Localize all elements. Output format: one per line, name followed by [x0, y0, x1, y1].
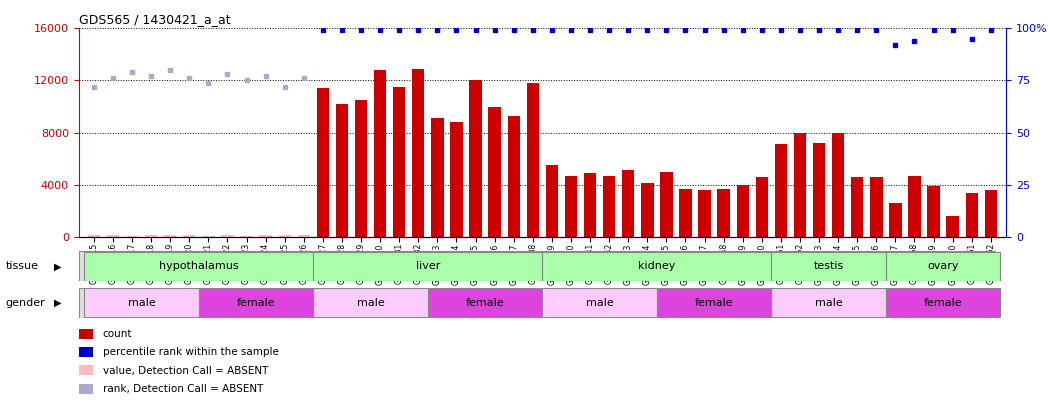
Bar: [641, 183, 654, 237]
Bar: [316, 88, 329, 237]
Bar: [199, 288, 313, 318]
Bar: [927, 186, 940, 237]
Bar: [298, 235, 310, 237]
Bar: [737, 185, 749, 237]
Bar: [946, 216, 959, 237]
Text: value, Detection Call = ABSENT: value, Detection Call = ABSENT: [103, 366, 268, 375]
Bar: [771, 252, 886, 281]
Bar: [507, 116, 520, 237]
Bar: [813, 143, 825, 237]
Bar: [657, 288, 771, 318]
Text: rank, Detection Call = ABSENT: rank, Detection Call = ABSENT: [103, 384, 263, 394]
Text: testis: testis: [813, 261, 844, 271]
Text: kidney: kidney: [638, 261, 676, 271]
Text: female: female: [465, 298, 504, 308]
Bar: [260, 235, 271, 237]
Bar: [965, 193, 978, 237]
Bar: [985, 190, 997, 237]
Bar: [107, 235, 119, 237]
Bar: [526, 83, 539, 237]
Bar: [488, 107, 501, 237]
Bar: [428, 288, 543, 318]
Bar: [313, 288, 428, 318]
Bar: [774, 144, 787, 237]
Text: male: male: [586, 298, 613, 308]
Bar: [202, 236, 215, 237]
Bar: [718, 189, 729, 237]
Bar: [431, 118, 443, 237]
Bar: [886, 288, 1001, 318]
Bar: [886, 252, 1001, 281]
Bar: [221, 235, 234, 237]
Bar: [851, 177, 864, 237]
Text: count: count: [103, 329, 132, 339]
Bar: [84, 252, 313, 281]
Bar: [543, 252, 771, 281]
Bar: [584, 173, 596, 237]
Bar: [88, 235, 100, 237]
Bar: [623, 171, 634, 237]
Text: hypothalamus: hypothalamus: [159, 261, 239, 271]
Bar: [771, 288, 886, 318]
Text: female: female: [237, 298, 276, 308]
Bar: [240, 236, 253, 237]
Text: liver: liver: [416, 261, 440, 271]
Text: tissue: tissue: [5, 261, 38, 271]
Bar: [889, 203, 901, 237]
Bar: [451, 122, 462, 237]
Text: percentile rank within the sample: percentile rank within the sample: [103, 347, 279, 357]
Bar: [832, 133, 845, 237]
Bar: [335, 104, 348, 237]
Bar: [793, 133, 806, 237]
Text: male: male: [128, 298, 155, 308]
Text: female: female: [695, 298, 734, 308]
Bar: [145, 235, 157, 237]
Text: gender: gender: [5, 298, 45, 308]
Text: male: male: [814, 298, 843, 308]
Bar: [374, 70, 387, 237]
Text: ovary: ovary: [927, 261, 959, 271]
Bar: [756, 177, 768, 237]
Bar: [313, 252, 543, 281]
Bar: [660, 172, 673, 237]
Bar: [543, 288, 657, 318]
Text: female: female: [923, 298, 962, 308]
Bar: [698, 190, 711, 237]
Bar: [470, 81, 482, 237]
Bar: [603, 176, 615, 237]
Bar: [163, 235, 176, 237]
Bar: [679, 189, 692, 237]
Bar: [565, 176, 577, 237]
Bar: [870, 177, 882, 237]
Text: GDS565 / 1430421_a_at: GDS565 / 1430421_a_at: [79, 13, 231, 26]
Bar: [412, 69, 424, 237]
Bar: [909, 176, 921, 237]
Bar: [126, 236, 138, 237]
Bar: [84, 288, 199, 318]
Bar: [279, 235, 291, 237]
Text: male: male: [356, 298, 385, 308]
Text: ▶: ▶: [53, 261, 62, 271]
Bar: [546, 165, 559, 237]
Bar: [355, 100, 367, 237]
Bar: [393, 87, 406, 237]
Bar: [183, 235, 196, 237]
Text: ▶: ▶: [53, 298, 62, 308]
